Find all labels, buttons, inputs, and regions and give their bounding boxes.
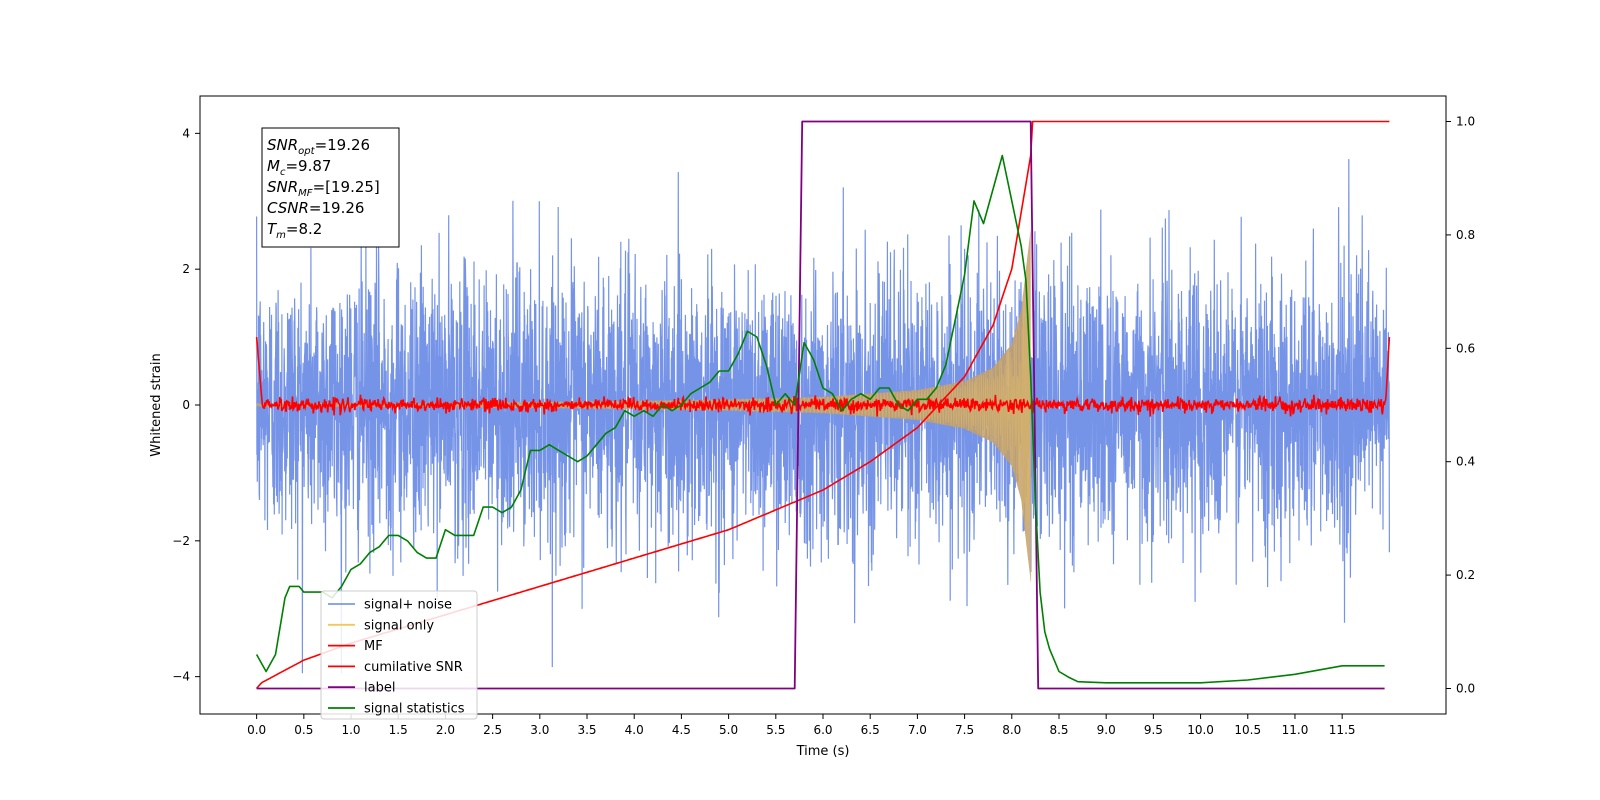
series-mf-line	[255, 337, 1391, 417]
y2-tick-label: 0.2	[1456, 568, 1475, 582]
x-tick-label: 6.5	[861, 723, 880, 737]
y2-tick-label: 0.8	[1456, 228, 1475, 242]
series-signal-noise-line	[256, 159, 1391, 674]
series-signal-statistics-line	[255, 154, 1385, 684]
x-axis: 0.0 0.5 1.0 1.5 2.0 2.5 3.0 3.5 4.0 4.5 5.0 5.5 6.0 6…	[247, 714, 1356, 737]
x-tick-label: 1.0	[341, 723, 360, 737]
x-tick-label: 10.5	[1234, 723, 1261, 737]
x-tick-label: 7.5	[955, 723, 974, 737]
y-axis-left: 4 2 0 −2 −4	[172, 126, 200, 684]
x-tick-label: 4.5	[672, 723, 691, 737]
x-tick-label: 0.0	[247, 723, 266, 737]
x-tick-label: 8.0	[1002, 723, 1021, 737]
y-tick-label: 2	[182, 262, 190, 276]
x-tick-label: 2.0	[436, 723, 455, 737]
x-axis-label: Time (s)	[796, 744, 850, 759]
x-tick-label: 10.0	[1187, 723, 1214, 737]
y2-tick-label: 0.0	[1456, 681, 1475, 695]
x-tick-label: 9.0	[1097, 723, 1116, 737]
y2-tick-label: 1.0	[1456, 115, 1475, 129]
y-tick-label: 4	[182, 126, 190, 140]
annotation-line: SNRopt=19.26	[267, 136, 370, 157]
annotation-line: CSNR=19.26	[267, 199, 364, 217]
y-axis-right: 1.0 0.8 0.6 0.4 0.2 0.0	[1446, 115, 1475, 695]
y-axis-label: Whitened strain	[149, 353, 164, 456]
annotation-line: Mc=9.87	[267, 157, 331, 178]
x-tick-label: 2.5	[483, 723, 502, 737]
x-tick-label: 0.5	[294, 723, 313, 737]
y-tick-label: −4	[172, 670, 190, 684]
annotation-frame	[261, 127, 400, 248]
x-tick-label: 5.5	[766, 723, 785, 737]
legend-label: signal statistics	[364, 702, 465, 717]
metrics-annotation: SNRopt=19.26Mc=9.87SNRMF=[19.25]CSNR=19.…	[261, 127, 400, 248]
legend-label: signal+ noise	[364, 598, 452, 613]
x-tick-label: 9.5	[1144, 723, 1163, 737]
y-tick-label: −2	[172, 534, 190, 548]
y-tick-label: 0	[182, 398, 190, 412]
legend-label: signal only	[364, 618, 434, 633]
legend-label: label	[364, 681, 395, 696]
y2-tick-label: 0.6	[1456, 341, 1475, 355]
x-tick-label: 1.5	[389, 723, 408, 737]
x-tick-label: 8.5	[1049, 723, 1068, 737]
annotation-line: SNRMF=[19.25]	[267, 178, 380, 199]
x-tick-label: 11.0	[1282, 723, 1309, 737]
x-tick-label: 3.0	[530, 723, 549, 737]
legend-frame	[320, 590, 478, 720]
legend-label: MF	[364, 639, 383, 654]
x-tick-label: 11.5	[1329, 723, 1356, 737]
legend-label: cumilative SNR	[364, 660, 463, 675]
x-tick-label: 7.0	[908, 723, 927, 737]
legend: signal+ noise signal only MF cumilative SNR…	[320, 590, 478, 720]
annotation-line: Tm=8.2	[267, 220, 322, 241]
x-tick-label: 3.5	[577, 723, 596, 737]
y2-tick-label: 0.4	[1456, 455, 1475, 469]
x-tick-label: 4.0	[625, 723, 644, 737]
series-label-line	[256, 120, 1385, 690]
x-tick-label: 5.0	[719, 723, 738, 737]
x-tick-label: 6.0	[813, 723, 832, 737]
